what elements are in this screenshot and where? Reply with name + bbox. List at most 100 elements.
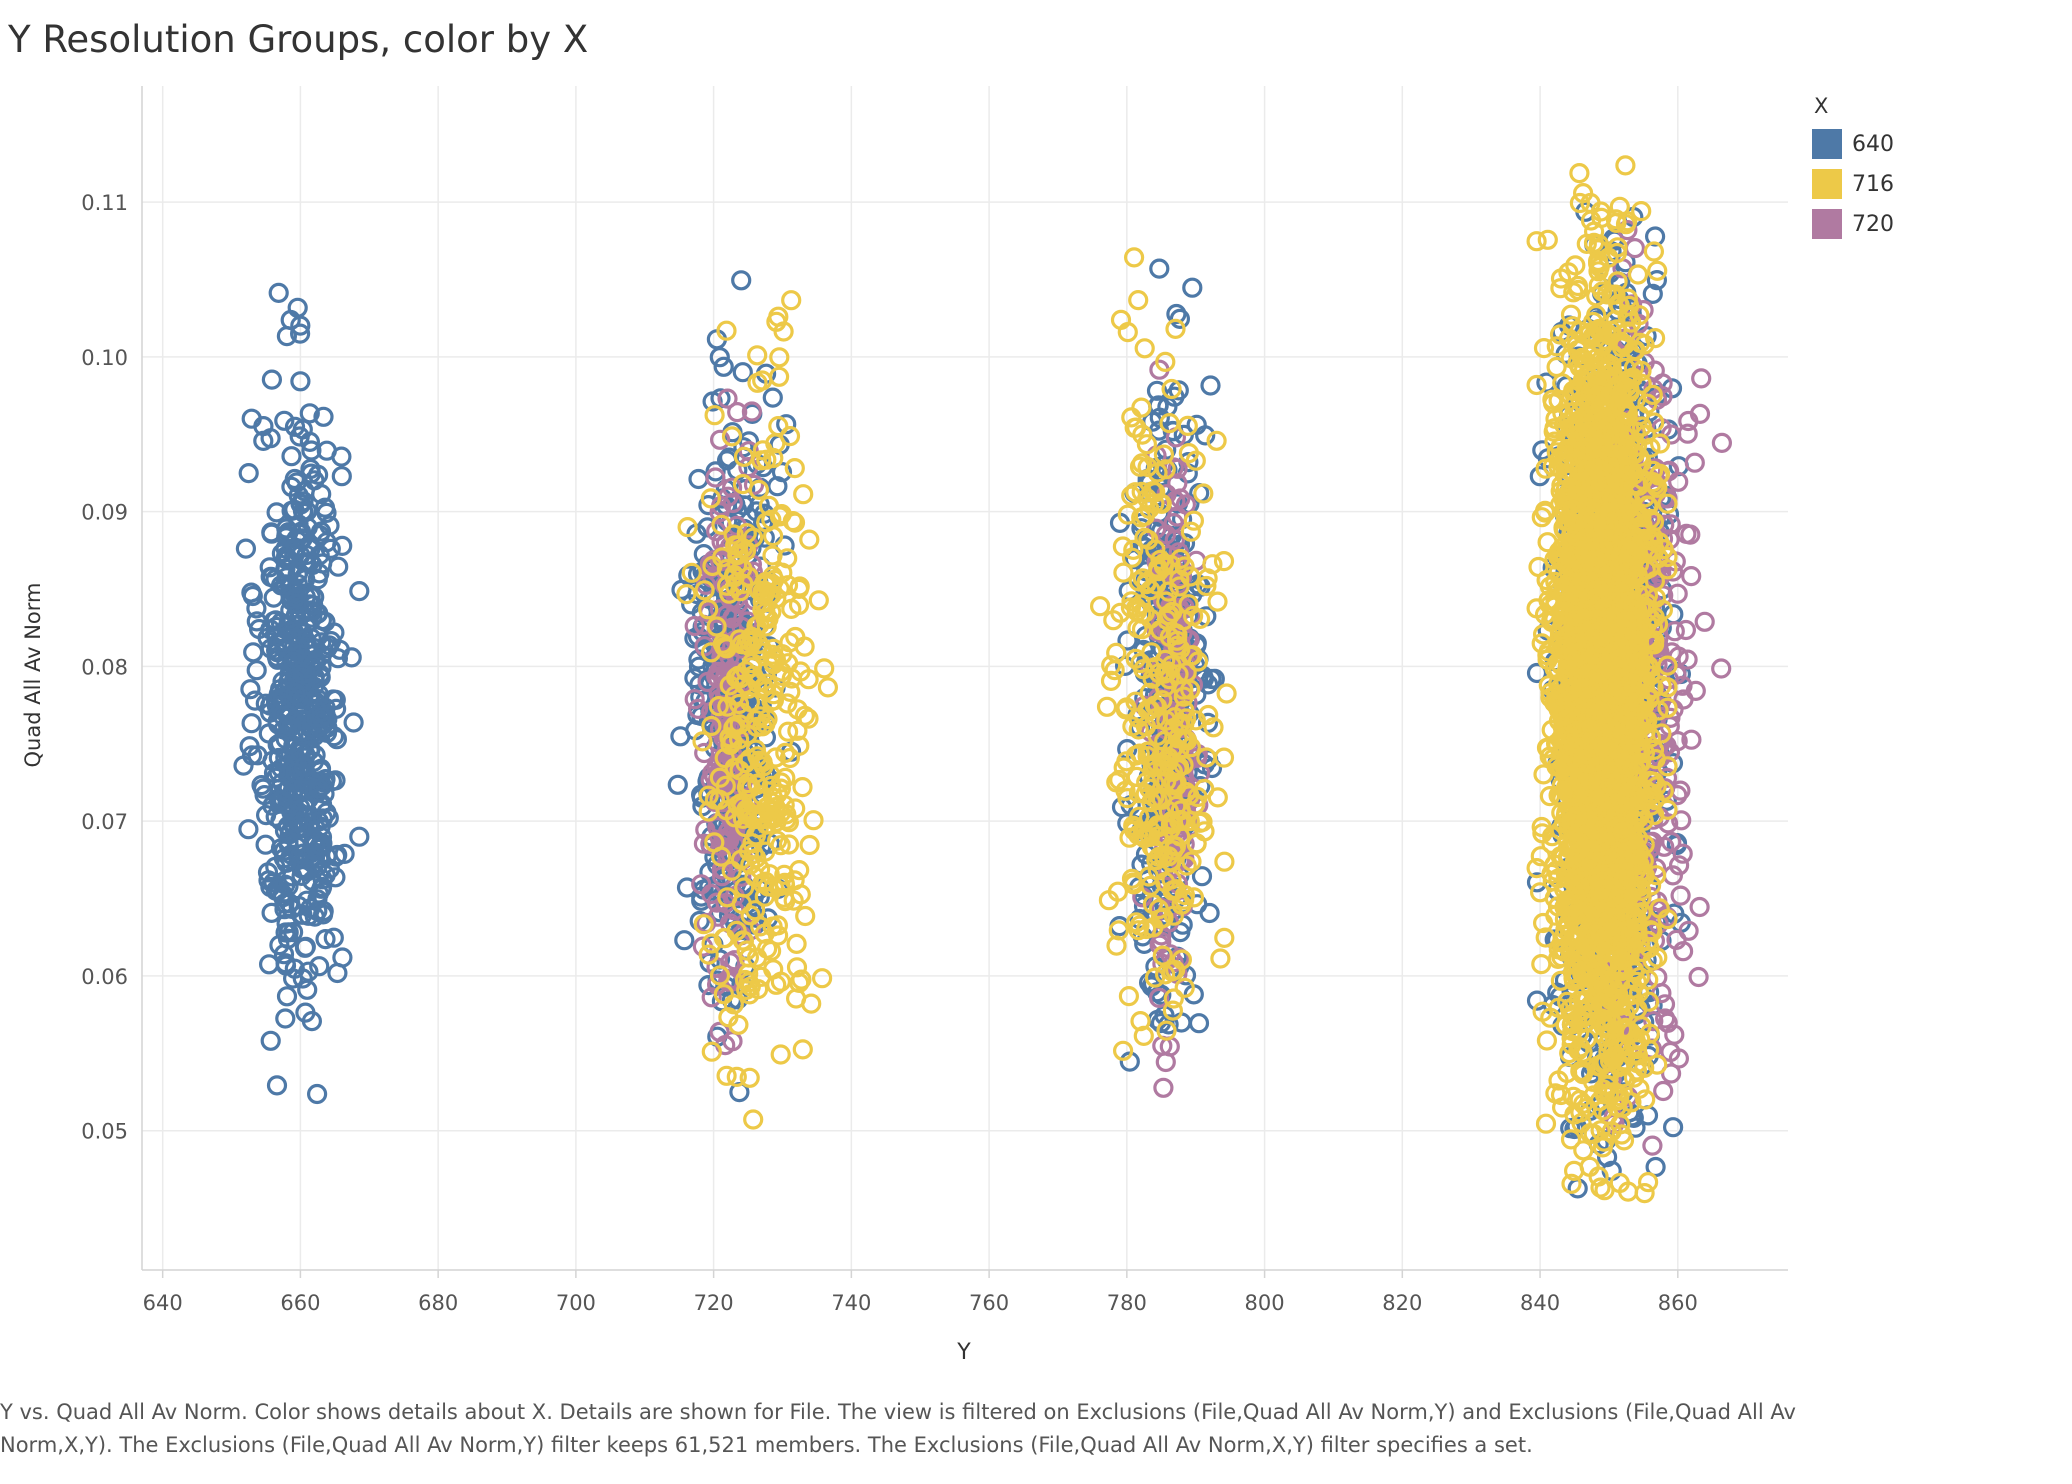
point-720 [687,698,709,720]
point-640 [309,956,330,977]
point-640 [253,430,274,451]
point-720 [1670,885,1691,906]
point-640 [297,501,318,522]
point-640 [266,1075,288,1096]
point-720 [711,859,732,880]
point-640 [242,585,263,607]
point-716 [1213,550,1235,572]
point-640 [312,869,333,890]
point-640 [243,642,264,663]
point-640 [762,387,783,408]
point-720 [1153,1077,1174,1098]
point-640 [276,326,297,347]
point-640 [771,462,793,483]
point-640 [316,440,337,461]
point-720 [717,388,738,409]
point-720 [723,606,744,627]
point-640 [285,682,306,704]
data-points [233,155,1733,1204]
point-640 [323,726,345,747]
point-720 [1711,432,1733,453]
point-640 [299,403,320,424]
point-720 [1653,1080,1674,1102]
point-720 [1671,810,1692,831]
y-tick-label: 0.09 [81,501,128,525]
x-tick-label: 640 [143,1291,183,1315]
point-640 [688,656,710,677]
point-640 [274,899,295,920]
x-tick-label: 680 [418,1291,458,1315]
point-640 [1188,1013,1210,1034]
point-640 [1191,866,1213,887]
point-640 [263,611,284,632]
point-640 [667,774,688,795]
chart-title: Y Resolution Groups, color by X [8,18,589,61]
point-640 [310,758,332,779]
point-640 [259,954,280,975]
point-720 [1691,368,1712,389]
point-640 [301,1010,322,1032]
point-640 [241,713,262,734]
point-720 [741,401,763,422]
point-716 [1096,696,1118,717]
point-640 [301,628,322,649]
point-716 [817,677,839,698]
point-640 [276,852,297,873]
x-tick-label: 700 [556,1291,596,1315]
point-640 [242,745,263,766]
point-640 [294,847,315,868]
point-640 [326,698,347,720]
point-640 [278,922,299,943]
point-640 [283,651,304,672]
point-720 [1155,1051,1176,1073]
point-720 [1688,966,1709,988]
point-640 [754,527,775,548]
point-640 [732,362,753,383]
point-640 [290,844,311,865]
point-720 [1642,1135,1663,1156]
point-716 [786,933,807,955]
point-640 [290,323,311,344]
point-716 [814,658,835,679]
point-720 [1667,583,1688,604]
point-716 [1089,596,1111,617]
x-tick-label: 720 [694,1291,734,1315]
point-720 [712,831,733,853]
point-640 [300,551,321,572]
point-716 [793,484,814,505]
point-640 [1168,380,1189,401]
point-640 [294,937,316,958]
point-720 [1711,658,1732,679]
point-640 [299,740,320,761]
point-640 [776,414,797,435]
x-tick-label: 760 [969,1291,1009,1315]
y-tick-label: 0.10 [81,346,128,370]
point-720 [1668,855,1690,876]
point-720 [705,467,726,488]
x-tick-label: 800 [1245,1291,1285,1315]
point-640 [308,778,329,799]
point-716 [1531,953,1552,975]
series-640 [233,201,1692,1199]
point-720 [708,661,729,683]
point-640 [731,270,752,291]
y-tick-label: 0.08 [81,655,128,679]
x-tick-label: 660 [280,1291,320,1315]
point-640 [310,835,331,856]
x-tick-label: 820 [1382,1291,1422,1315]
point-640 [287,573,308,594]
point-716 [799,834,820,856]
point-640 [289,426,310,447]
point-640 [1662,1117,1684,1138]
x-tick-label: 780 [1107,1291,1147,1315]
point-640 [710,388,731,409]
point-716 [1123,247,1145,268]
point-640 [709,347,730,368]
y-tick-label: 0.07 [81,810,128,834]
point-720 [1654,836,1675,857]
point-640 [238,819,259,840]
point-720 [697,671,718,693]
point-640 [349,826,370,847]
point-716 [792,776,813,798]
point-716 [1183,510,1205,531]
